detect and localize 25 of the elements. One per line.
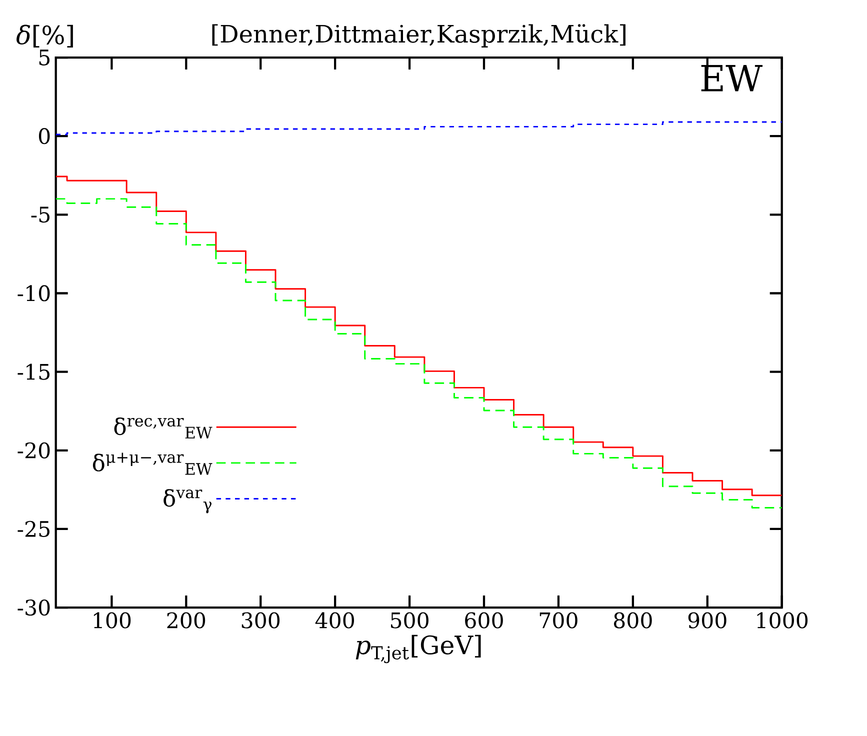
x-tick-label: 300: [242, 612, 280, 628]
y-tick-label: -5: [31, 206, 50, 223]
x-tick-label: 900: [688, 612, 726, 628]
legend-label: δ$^{var}$γ: [164, 489, 212, 514]
legend-label: δ$^{μ+μ−,var}$EW: [92, 452, 212, 475]
y-tick-label: 5: [39, 50, 50, 66]
x-axis-title: p$_{T,jet}$[GeV]: [356, 634, 481, 664]
y-tick-label: -25: [18, 520, 50, 538]
y-axis-title: δ[%]: [16, 24, 73, 48]
y-tick-label: -30: [18, 599, 50, 616]
x-tick-label: 600: [465, 612, 503, 628]
y-tick-label: -10: [18, 285, 50, 302]
x-tick-label: 700: [540, 612, 578, 628]
x-tick-label: 1000: [757, 612, 808, 628]
legend-label: δ$^{rec,var}$EW: [114, 417, 212, 438]
chart-title: [Denner,Dittmaier,Kasprzik,Mück]: [212, 24, 626, 48]
x-tick-label: 100: [94, 612, 131, 628]
x-tick-label: 800: [614, 612, 652, 628]
annotation: EW: [701, 65, 763, 92]
x-tick-label: 400: [315, 612, 354, 628]
x-tick-label: 200: [167, 612, 206, 628]
x-tick-label: 500: [391, 612, 428, 628]
y-tick-label: -15: [18, 364, 50, 380]
y-tick-label: 0: [38, 128, 50, 144]
y-tick-label: -20: [18, 442, 50, 458]
